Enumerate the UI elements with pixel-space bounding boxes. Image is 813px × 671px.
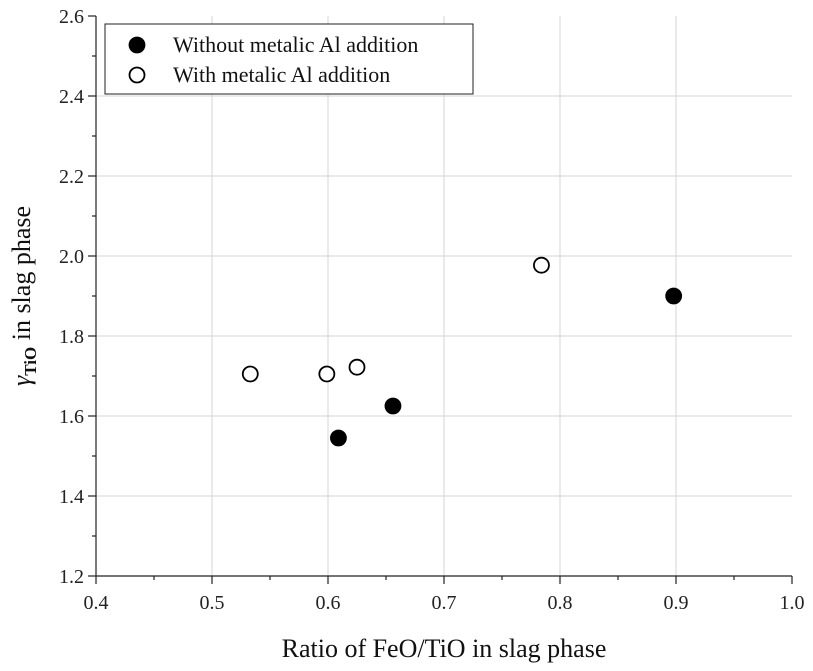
legend-marker bbox=[128, 36, 146, 54]
y-tick-label: 2.4 bbox=[59, 86, 84, 108]
data-point-with-al bbox=[533, 256, 550, 274]
y-axis-label-symbol: γ bbox=[7, 375, 36, 386]
x-tick-label: 0.5 bbox=[200, 592, 225, 614]
legend-box bbox=[104, 23, 474, 95]
y-tick-label: 2.2 bbox=[59, 166, 84, 188]
data-point-without-al bbox=[330, 429, 347, 447]
grid-layer bbox=[96, 16, 792, 576]
axis-layer: 0.4 0.5 0.6 0.7 0.8 0.9 1.0 1.2 1.4 1.6 1.8 2.0 2.2 2… bbox=[59, 6, 805, 614]
data-point-with-al bbox=[241, 365, 259, 383]
legend-marker bbox=[128, 66, 146, 84]
legend: Without metalic Al addition With metalic … bbox=[104, 23, 474, 95]
y-axis-label-subscript: TiO bbox=[21, 347, 40, 376]
x-tick-label: 0.4 bbox=[84, 592, 109, 614]
data-point-with-al bbox=[318, 365, 336, 383]
x-tick-label: 0.7 bbox=[432, 592, 457, 614]
x-tick-label: 0.9 bbox=[664, 592, 689, 614]
x-axis-label: Ratio of FeO/TiO in slag phase bbox=[282, 634, 607, 663]
y-axis-label-suffix: in slag phase bbox=[7, 206, 36, 347]
data-point-with-al bbox=[348, 358, 366, 376]
y-tick-label: 1.2 bbox=[59, 566, 84, 588]
y-tick-label: 1.6 bbox=[59, 406, 84, 428]
data-point-without-al bbox=[384, 397, 402, 415]
legend-entry-label: Without metalic Al addition bbox=[173, 32, 418, 57]
data-point-without-al bbox=[665, 287, 683, 305]
y-tick-label: 1.8 bbox=[59, 326, 84, 348]
x-tick-label: 1.0 bbox=[780, 592, 805, 614]
y-axis-label: γTiO in slag phase bbox=[7, 206, 40, 386]
points-layer bbox=[241, 256, 683, 447]
legend-entry-label: With metalic Al addition bbox=[173, 62, 390, 87]
y-tick-label: 1.4 bbox=[59, 486, 84, 508]
x-tick-label: 0.6 bbox=[316, 592, 341, 614]
y-tick-label: 2.6 bbox=[59, 6, 84, 28]
x-tick-label: 0.8 bbox=[548, 592, 573, 614]
y-tick-label: 2.0 bbox=[59, 246, 84, 268]
